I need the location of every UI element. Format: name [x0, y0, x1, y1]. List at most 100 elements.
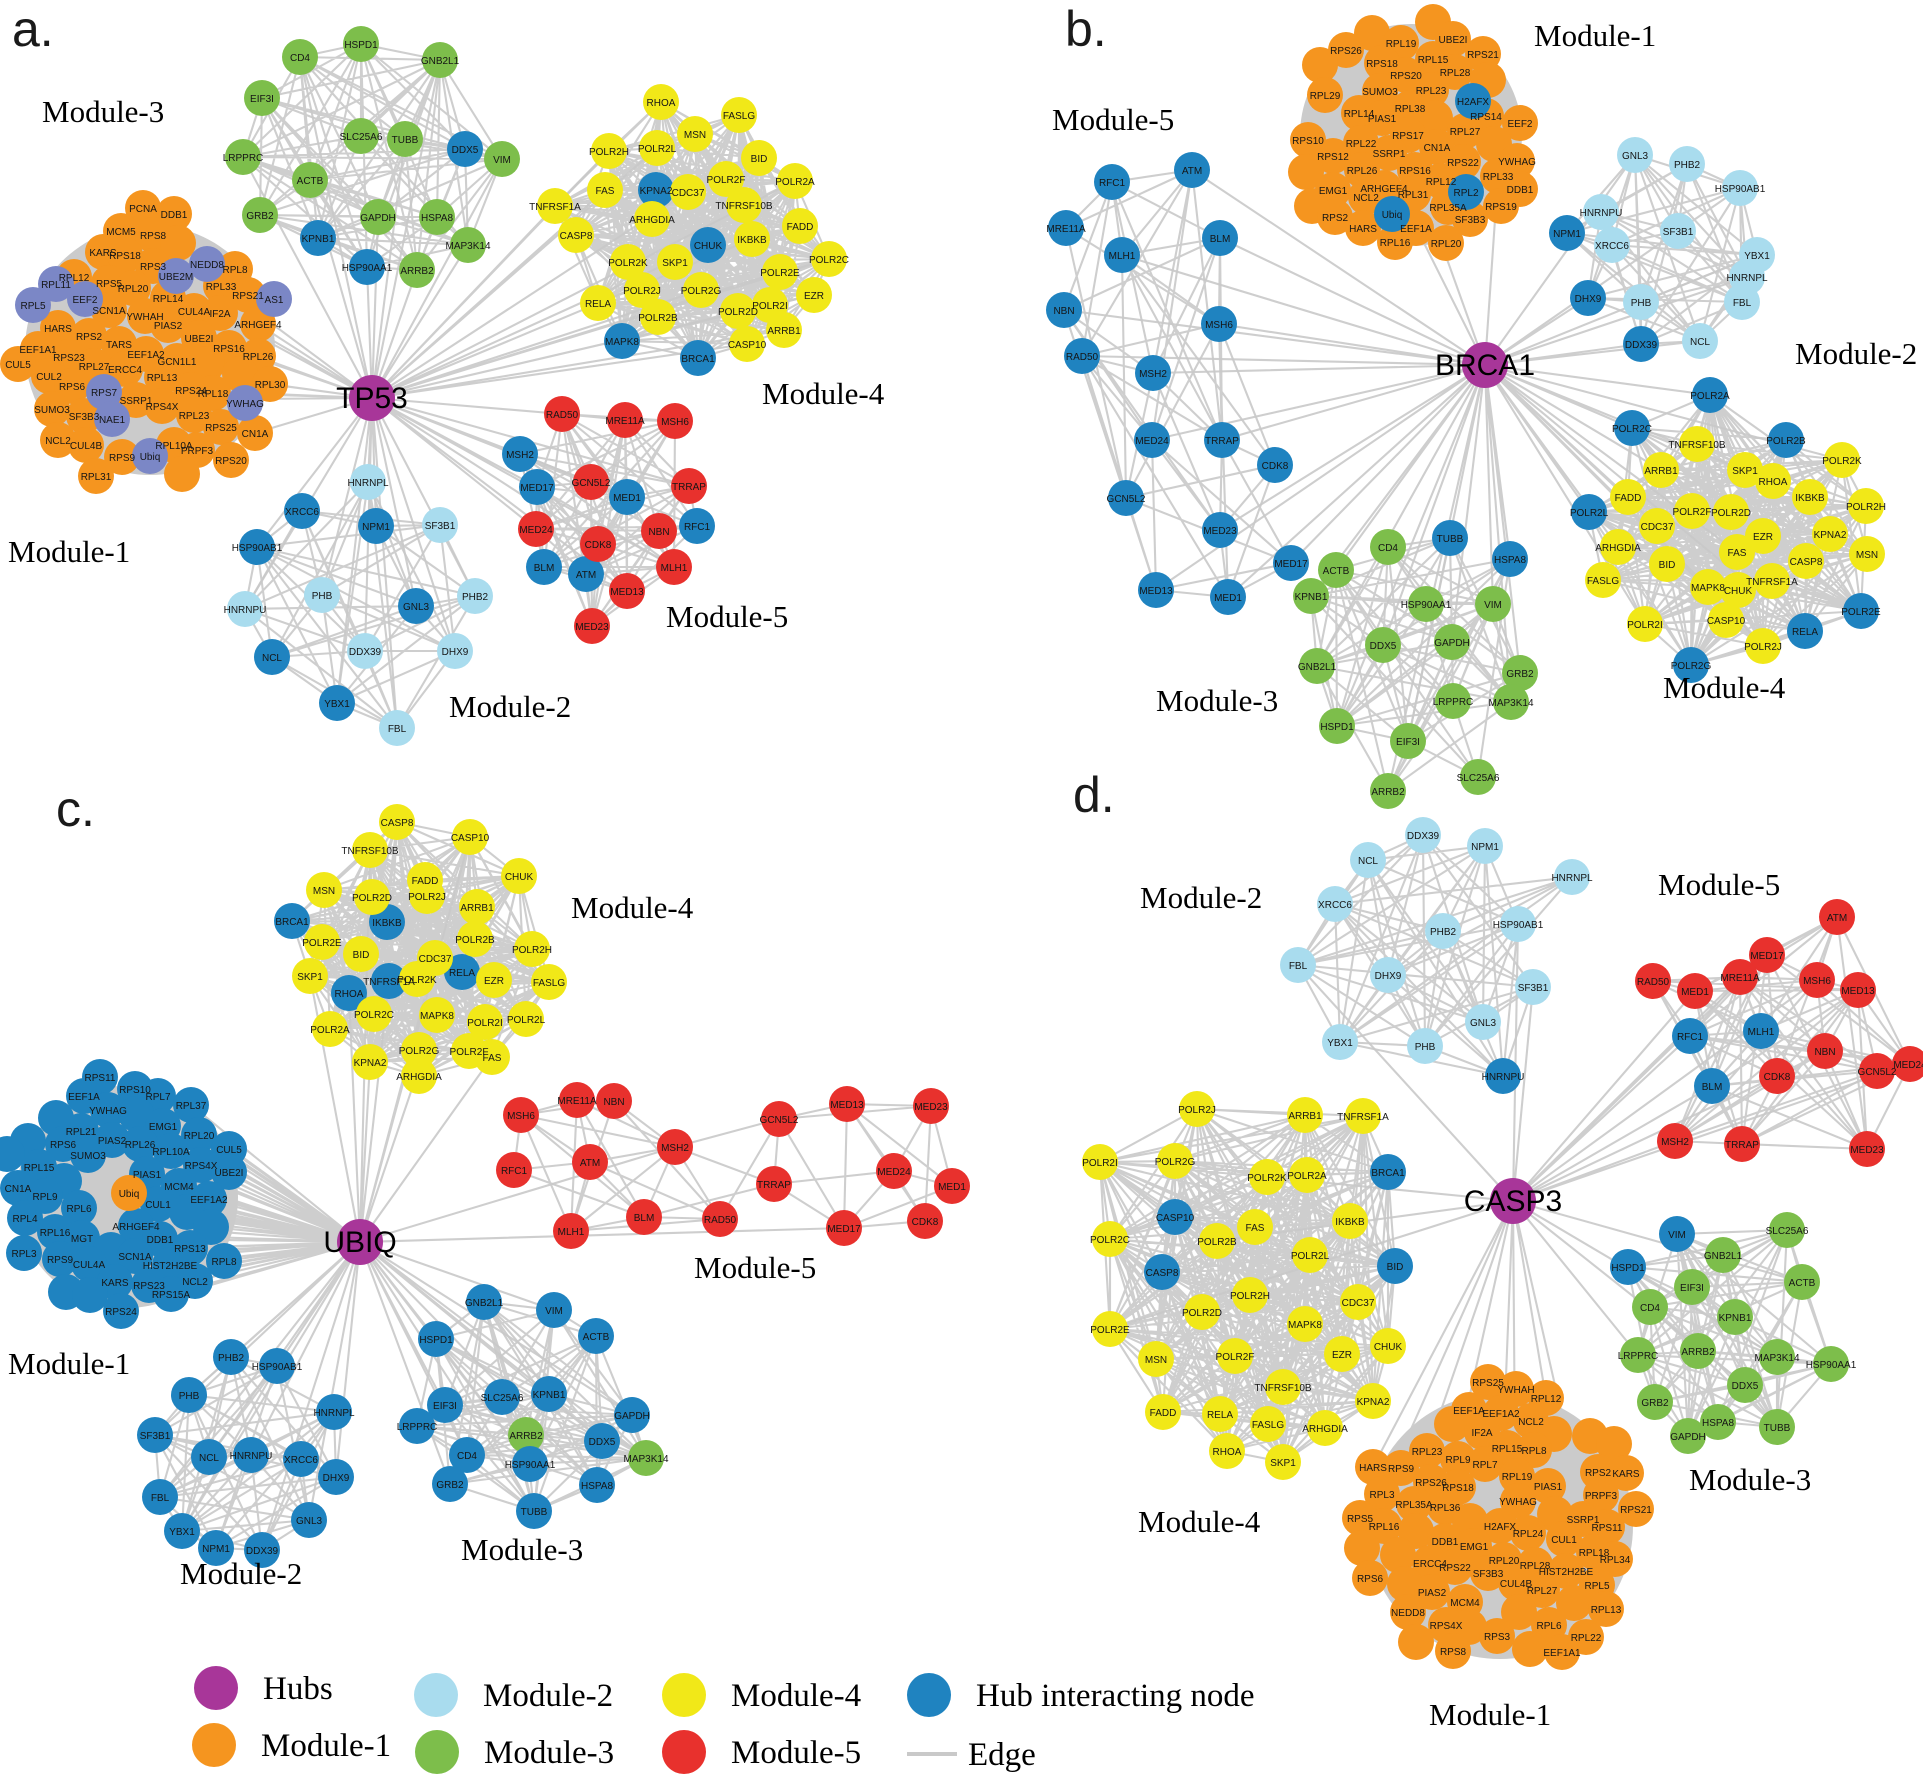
svg-text:TNFRSF1A: TNFRSF1A — [529, 202, 581, 213]
svg-text:HNRNPL: HNRNPL — [347, 478, 389, 489]
svg-text:HSP90AB1: HSP90AB1 — [1715, 184, 1766, 195]
svg-text:ARRB1: ARRB1 — [460, 903, 494, 914]
svg-text:RPS11: RPS11 — [1592, 1523, 1623, 1534]
svg-text:YWHAG: YWHAG — [226, 399, 264, 410]
svg-text:KPNB1: KPNB1 — [1295, 592, 1328, 603]
svg-text:NCL2: NCL2 — [182, 1277, 208, 1288]
svg-text:MED17: MED17 — [1274, 559, 1308, 570]
svg-text:TNFRSF10B: TNFRSF10B — [1254, 1383, 1312, 1394]
svg-text:POLR2I: POLR2I — [467, 1018, 503, 1029]
svg-text:SLC25A6: SLC25A6 — [1766, 1226, 1809, 1237]
svg-text:RPL16: RPL16 — [1369, 1522, 1400, 1533]
svg-text:RPS21: RPS21 — [232, 291, 264, 302]
svg-text:RPL20: RPL20 — [1431, 239, 1462, 250]
svg-text:Ubiq: Ubiq — [1382, 210, 1403, 221]
svg-text:GCN5L2: GCN5L2 — [1858, 1067, 1897, 1078]
svg-text:MLH1: MLH1 — [558, 1227, 585, 1238]
svg-text:d.: d. — [1073, 767, 1115, 823]
svg-text:BLM: BLM — [1210, 234, 1231, 245]
svg-text:POLR2A: POLR2A — [1690, 391, 1730, 402]
svg-text:SUMO3: SUMO3 — [34, 405, 70, 416]
svg-text:POLR2A: POLR2A — [775, 177, 815, 188]
svg-text:MED24: MED24 — [1893, 1060, 1923, 1071]
svg-text:MSH2: MSH2 — [1139, 369, 1167, 380]
svg-text:TUBB: TUBB — [1437, 534, 1464, 545]
svg-text:FAS: FAS — [1728, 548, 1747, 559]
svg-text:MED23: MED23 — [575, 622, 609, 633]
svg-text:HNRNPL: HNRNPL — [1551, 873, 1593, 884]
svg-text:FASLG: FASLG — [723, 111, 755, 122]
svg-text:RPS18: RPS18 — [109, 251, 141, 262]
svg-text:HSPA8: HSPA8 — [1702, 1418, 1734, 1429]
svg-text:CDC37: CDC37 — [1342, 1298, 1375, 1309]
svg-text:CASP10: CASP10 — [1156, 1213, 1195, 1224]
svg-text:IKBKB: IKBKB — [1335, 1217, 1365, 1228]
svg-text:POLR2L: POLR2L — [507, 1015, 546, 1026]
svg-text:NCL: NCL — [199, 1453, 219, 1464]
svg-text:GCN1L1: GCN1L1 — [158, 357, 197, 368]
svg-text:TNFRSF10B: TNFRSF10B — [715, 201, 773, 212]
svg-text:RPS16: RPS16 — [1399, 166, 1431, 177]
svg-text:RPS20: RPS20 — [1390, 71, 1422, 82]
svg-text:MED17: MED17 — [1750, 951, 1784, 962]
svg-text:POLR2J: POLR2J — [1744, 642, 1782, 653]
svg-text:CUL1: CUL1 — [145, 1200, 171, 1211]
svg-text:MGT: MGT — [71, 1234, 93, 1245]
svg-text:DHX9: DHX9 — [442, 647, 469, 658]
svg-text:MED1: MED1 — [1214, 593, 1242, 604]
svg-text:GNB2L1: GNB2L1 — [1298, 662, 1337, 673]
svg-text:MED13: MED13 — [1139, 586, 1173, 597]
svg-text:RPL23: RPL23 — [1416, 86, 1447, 97]
svg-text:PIAS2: PIAS2 — [98, 1136, 127, 1147]
svg-text:SLC25A6: SLC25A6 — [481, 1393, 524, 1404]
svg-text:DDX39: DDX39 — [349, 647, 382, 658]
svg-text:MSN: MSN — [1145, 1355, 1167, 1366]
svg-text:RFC1: RFC1 — [1099, 178, 1126, 189]
svg-text:Module-3: Module-3 — [1689, 1462, 1811, 1497]
svg-text:CDK8: CDK8 — [585, 540, 612, 551]
svg-text:CASP10: CASP10 — [1707, 616, 1746, 627]
svg-text:RPL5: RPL5 — [1584, 1581, 1609, 1592]
svg-text:RPS2: RPS2 — [76, 332, 103, 343]
svg-text:RPS19: RPS19 — [1485, 202, 1517, 213]
svg-text:RFC1: RFC1 — [1677, 1032, 1704, 1043]
svg-text:RPL7: RPL7 — [1472, 1460, 1497, 1471]
svg-text:RPL20: RPL20 — [118, 284, 149, 295]
svg-text:ARHGEF4: ARHGEF4 — [1360, 184, 1408, 195]
svg-text:POLR2G: POLR2G — [1155, 1157, 1196, 1168]
svg-text:CUL5: CUL5 — [5, 360, 31, 371]
svg-text:RAD50: RAD50 — [1637, 977, 1670, 988]
svg-text:NPM1: NPM1 — [1471, 842, 1499, 853]
svg-text:HSP90AB1: HSP90AB1 — [252, 1362, 303, 1373]
svg-text:POLR2J: POLR2J — [408, 892, 446, 903]
svg-text:UBE2I: UBE2I — [215, 1168, 244, 1179]
svg-text:FAS: FAS — [596, 186, 615, 197]
svg-text:FBL: FBL — [388, 724, 407, 735]
svg-text:FASLG: FASLG — [1587, 576, 1619, 587]
svg-text:MAP3K14: MAP3K14 — [1754, 1353, 1799, 1364]
svg-text:RPS24: RPS24 — [175, 386, 207, 397]
svg-text:CASP10: CASP10 — [728, 340, 767, 351]
svg-text:NCL: NCL — [1358, 856, 1378, 867]
svg-text:Hub interacting node: Hub interacting node — [976, 1678, 1255, 1714]
svg-text:HNRNPU: HNRNPU — [1482, 1072, 1525, 1083]
svg-text:RPL28: RPL28 — [1440, 68, 1471, 79]
svg-text:TRRAP: TRRAP — [1725, 1140, 1759, 1151]
svg-text:POLR2H: POLR2H — [589, 147, 629, 158]
svg-text:POLR2K: POLR2K — [608, 258, 648, 269]
svg-text:ARRB2: ARRB2 — [1371, 787, 1405, 798]
svg-text:RPS23: RPS23 — [133, 1281, 165, 1292]
svg-text:Module-3: Module-3 — [461, 1532, 583, 1567]
svg-text:POLR2B: POLR2B — [638, 313, 678, 324]
svg-text:RPL7: RPL7 — [145, 1092, 170, 1103]
svg-text:RPL6: RPL6 — [66, 1204, 91, 1215]
svg-text:Module-3: Module-3 — [1156, 683, 1278, 718]
svg-text:NBN: NBN — [1814, 1047, 1835, 1058]
svg-text:RELA: RELA — [585, 299, 611, 310]
svg-text:RPS10: RPS10 — [1292, 136, 1324, 147]
svg-text:RPS6: RPS6 — [59, 382, 86, 393]
svg-text:SKP1: SKP1 — [662, 258, 688, 269]
svg-text:EEF1A: EEF1A — [1400, 224, 1432, 235]
svg-text:RELA: RELA — [1792, 627, 1818, 638]
svg-text:RPS26: RPS26 — [1415, 1478, 1447, 1489]
